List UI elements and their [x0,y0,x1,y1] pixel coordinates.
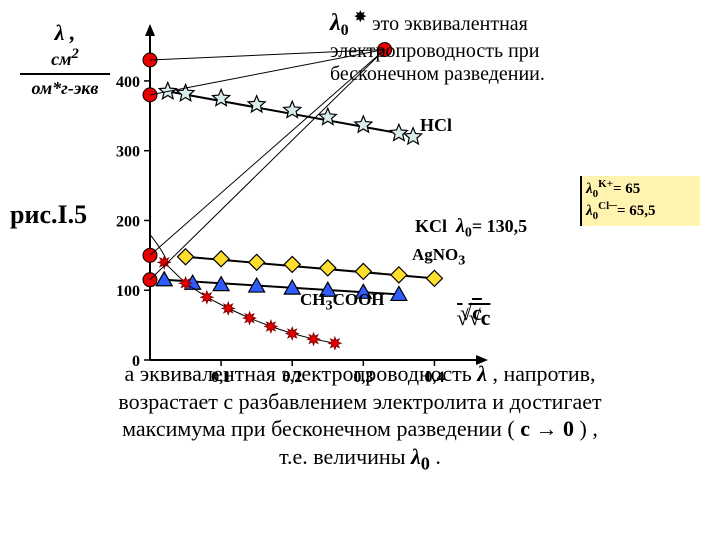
svg-text:200: 200 [116,213,140,230]
caption-text: а эквивалентная электропроводность λ , н… [40,360,680,475]
hcl-label: HCl [420,115,452,136]
kcl-label: KCl λ0= 130,5 [415,215,527,242]
lambda0-definition: λ0 ✸ это эквивалентная электропроводност… [330,10,630,86]
svg-text:400: 400 [116,74,140,91]
agno3-label: AgNO3 [412,245,465,269]
svg-text:300: 300 [116,144,140,161]
y-axis-label: λ , см2 ом*г-экв [20,20,110,100]
svg-text:100: 100 [116,283,140,300]
ch3cooh-label: CH3COOH [300,290,385,314]
lambda0-components-box: λ0K+= 65 λ0Cl─= 65,5 [580,176,700,226]
figure-label: рис.I.5 [10,200,87,230]
